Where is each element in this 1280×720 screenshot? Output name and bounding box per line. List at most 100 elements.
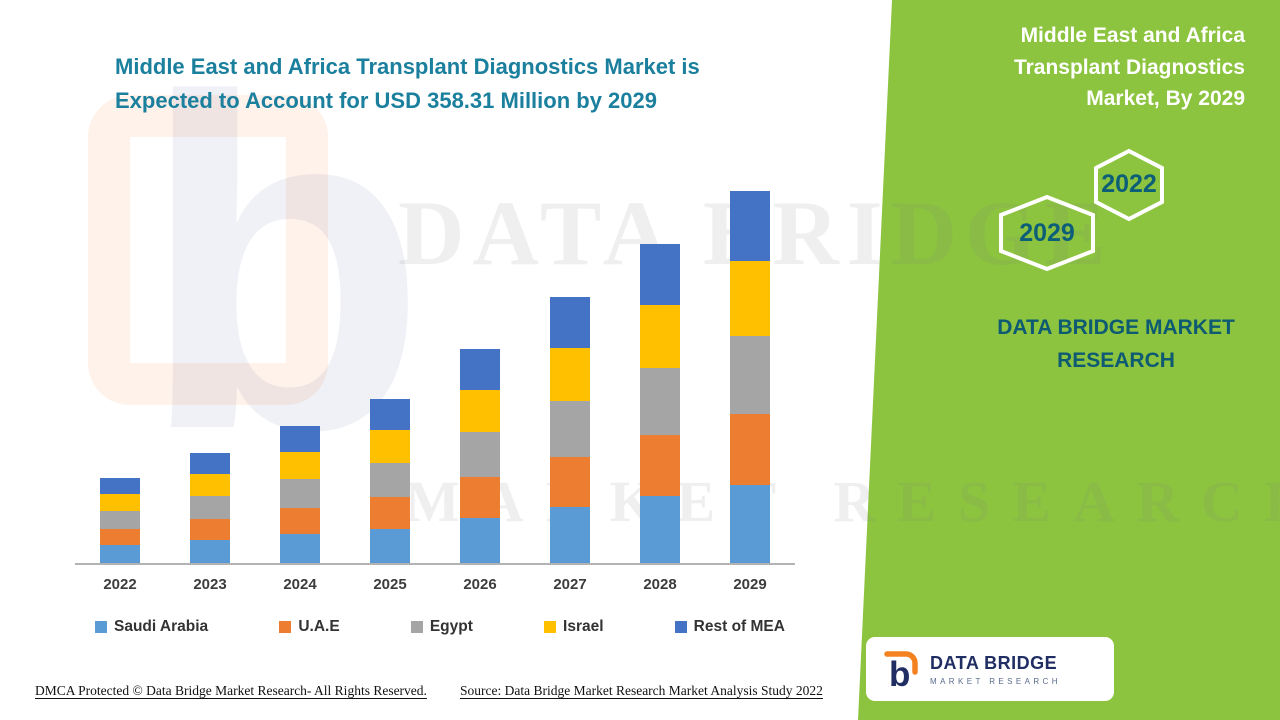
x-axis-label: 2025: [373, 576, 407, 593]
bar-segment-saudi-arabia: [190, 539, 230, 563]
bar-cell: [525, 170, 615, 563]
bar-segment-rest-of-mea: [550, 297, 590, 348]
bar-segment-u-a-e: [460, 477, 500, 518]
legend-item-u-a-e: U.A.E: [279, 618, 340, 636]
bar-segment-rest-of-mea: [190, 452, 230, 474]
stacked-bar-2024: [280, 425, 320, 563]
bar-segment-egypt: [370, 462, 410, 498]
bar-segment-saudi-arabia: [370, 528, 410, 563]
hexagon-year-label: 2029: [1019, 219, 1075, 247]
bar-segment-egypt: [190, 495, 230, 519]
bar-cell: [165, 170, 255, 563]
bar-segment-rest-of-mea: [280, 425, 320, 452]
bar-segment-egypt: [100, 511, 140, 529]
legend-item-egypt: Egypt: [410, 618, 473, 636]
bar-segment-u-a-e: [100, 528, 140, 546]
legend-swatch: [95, 621, 107, 633]
data-bridge-logo-icon: b: [884, 651, 918, 691]
legend-swatch: [279, 621, 292, 633]
plot-area: [75, 170, 795, 565]
bar-segment-rest-of-mea: [460, 349, 500, 390]
bar-segment-egypt: [280, 479, 320, 509]
stacked-bar-2028: [640, 244, 680, 563]
bar-segment-saudi-arabia: [460, 518, 500, 563]
x-axis-label: 2024: [283, 576, 317, 593]
legend-label: Saudi Arabia: [114, 618, 209, 635]
stacked-bar-2022: [100, 477, 140, 563]
logo-card: b DATA BRIDGE MARKET RESEARCH: [866, 637, 1114, 701]
side-panel-title: Middle East and Africa Transplant Diagno…: [1013, 24, 1245, 110]
bar-segment-rest-of-mea: [100, 477, 140, 495]
bar-segment-u-a-e: [370, 497, 410, 529]
bar-segment-u-a-e: [730, 414, 770, 485]
legend-label: Israel: [563, 618, 604, 635]
bar-segment-saudi-arabia: [730, 484, 770, 563]
legend-item-saudi-arabia: Saudi Arabia: [95, 618, 208, 636]
bar-cell: [435, 170, 525, 563]
bar-segment-israel: [730, 261, 770, 336]
bar-segment-rest-of-mea: [640, 244, 680, 305]
stacked-bar-2029: [730, 190, 770, 563]
bar-segment-saudi-arabia: [640, 496, 680, 563]
page-title-line1: Middle East and Africa Transplant Diagno…: [115, 54, 700, 79]
x-axis-label: 2023: [193, 576, 227, 593]
bar-segment-egypt: [730, 335, 770, 415]
logo-wordmark: DATA BRIDGE MARKET RESEARCH: [930, 653, 1061, 686]
hexagon-outline: [999, 194, 1095, 272]
x-axis-labels: 2022 2023 2024 2025 2026 2027 2028 2029: [75, 576, 795, 593]
hexagon-badge-2029: 2029: [999, 194, 1095, 272]
bar-segment-israel: [190, 473, 230, 496]
bar-segment-israel: [370, 430, 410, 463]
legend-swatch: [410, 621, 423, 633]
bar-cell: [705, 170, 795, 563]
bar-segment-israel: [550, 347, 590, 401]
legend-item-israel: Israel: [544, 618, 604, 636]
bar-segment-egypt: [550, 400, 590, 457]
dmca-notice: DMCA Protected © Data Bridge Market Rese…: [35, 683, 427, 698]
x-axis-label: 2027: [553, 576, 587, 593]
bar-segment-u-a-e: [550, 456, 590, 508]
legend-item-rest-of-mea: Rest of MEA: [674, 618, 785, 636]
bar-segment-israel: [100, 494, 140, 512]
bar-cell: [615, 170, 705, 563]
brand-text: DATA BRIDGE MARKET RESEARCH: [997, 316, 1235, 372]
bar-segment-egypt: [640, 368, 680, 436]
legend-swatch: [674, 621, 687, 633]
legend: Saudi Arabia U.A.E Egypt Israel Rest of MEA: [95, 618, 785, 636]
bar-segment-u-a-e: [280, 508, 320, 535]
stacked-bar-2027: [550, 297, 590, 563]
page-title-line2: Expected to Account for USD 358.31 Milli…: [115, 88, 657, 114]
stacked-bar-2026: [460, 349, 500, 563]
legend-label: Rest of MEA: [693, 618, 785, 635]
x-axis-label: 2028: [643, 576, 677, 593]
stacked-bar-2023: [190, 452, 230, 563]
stacked-bar-2025: [370, 398, 410, 563]
bar-segment-rest-of-mea: [370, 398, 410, 431]
page-title: Middle East and Africa Transplant Diagno…: [115, 50, 775, 118]
x-axis-label: 2022: [103, 576, 137, 593]
legend-label: U.A.E: [298, 618, 340, 635]
legend-swatch: [544, 621, 557, 633]
green-side-panel: [858, 0, 1280, 720]
legend-label: Egypt: [429, 618, 473, 635]
bar-cell: [345, 170, 435, 563]
x-axis-label: 2026: [463, 576, 497, 593]
bar-segment-israel: [280, 451, 320, 480]
logo-sub-text: MARKET RESEARCH: [930, 676, 1061, 686]
bar-segment-u-a-e: [640, 435, 680, 496]
bar-cell: [75, 170, 165, 563]
bar-segment-egypt: [460, 432, 500, 478]
bar-segment-israel: [640, 304, 680, 369]
bar-segment-u-a-e: [190, 518, 230, 540]
hexagon-badge-2022: 2022: [1094, 148, 1164, 222]
x-axis-label: 2029: [733, 576, 767, 593]
bar-segment-saudi-arabia: [100, 545, 140, 563]
bar-segment-israel: [460, 389, 500, 433]
bar-cell: [255, 170, 345, 563]
bar-segment-rest-of-mea: [730, 190, 770, 262]
logo-brand-text: DATA BRIDGE: [930, 652, 1058, 673]
hexagon-year-label: 2022: [1101, 170, 1157, 198]
bar-segment-saudi-arabia: [280, 534, 320, 563]
hexagon-outline: [1094, 148, 1164, 222]
